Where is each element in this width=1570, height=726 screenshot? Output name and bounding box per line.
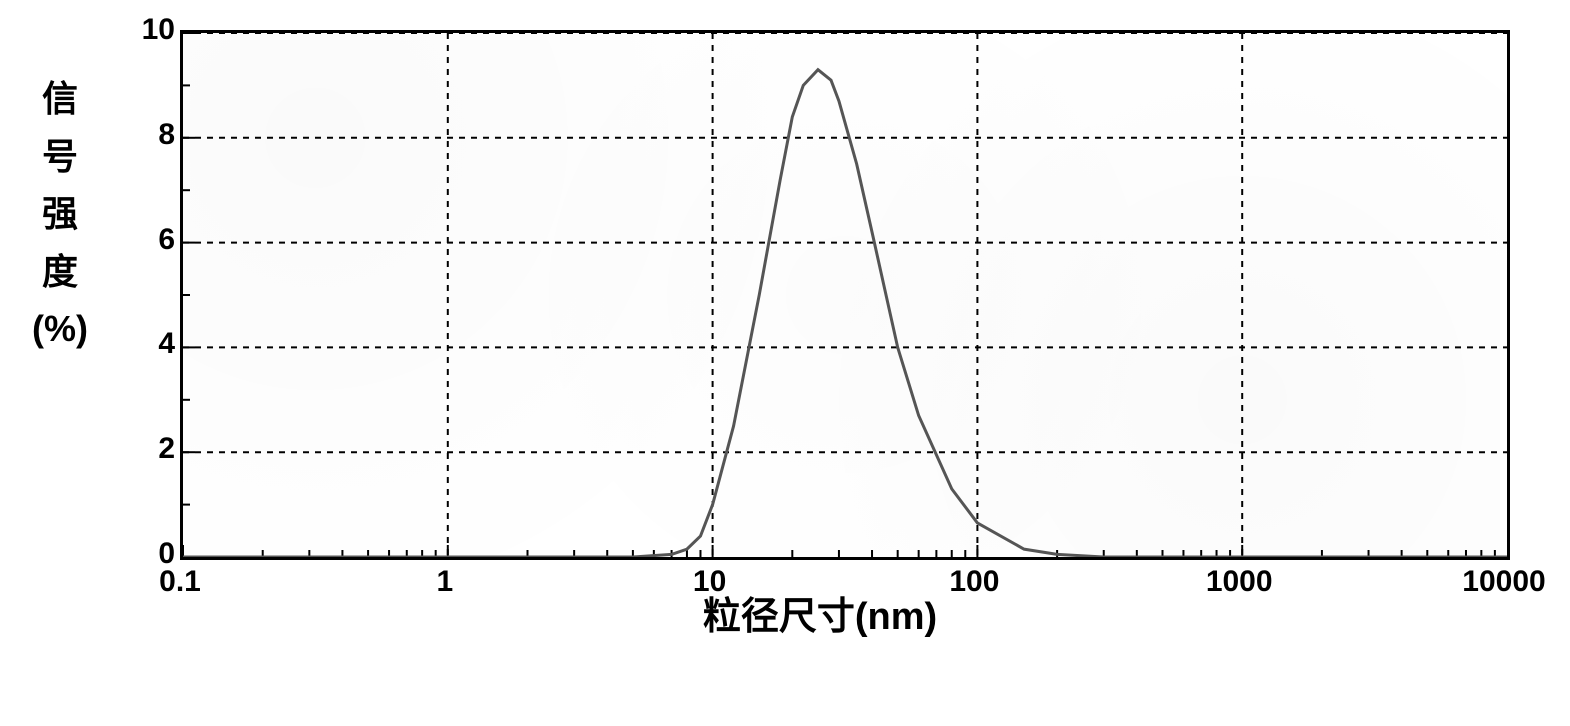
y-label-char: 强: [20, 185, 100, 243]
chart-svg: [183, 33, 1507, 557]
y-tick-label: 6: [158, 223, 175, 257]
y-label-char: 度: [20, 243, 100, 301]
y-label-char: (%): [20, 300, 100, 358]
x-axis-label: 粒径尺寸(nm): [120, 585, 1520, 640]
y-tick-label: 10: [142, 13, 175, 47]
plot-wrapper: 0246810 0.1110100100010000 粒径尺寸(nm): [120, 20, 1520, 640]
y-tick-label: 2: [158, 432, 175, 466]
y-tick-label: 8: [158, 118, 175, 152]
y-label-char: 信: [20, 70, 100, 128]
chart-container: 信 号 强 度 (%) 0246810 0.1110100100010000 粒…: [20, 20, 1550, 706]
y-axis-label: 信 号 强 度 (%): [20, 70, 100, 358]
plot-area: [180, 30, 1510, 560]
y-tick-label: 4: [158, 327, 175, 361]
y-label-char: 号: [20, 128, 100, 186]
